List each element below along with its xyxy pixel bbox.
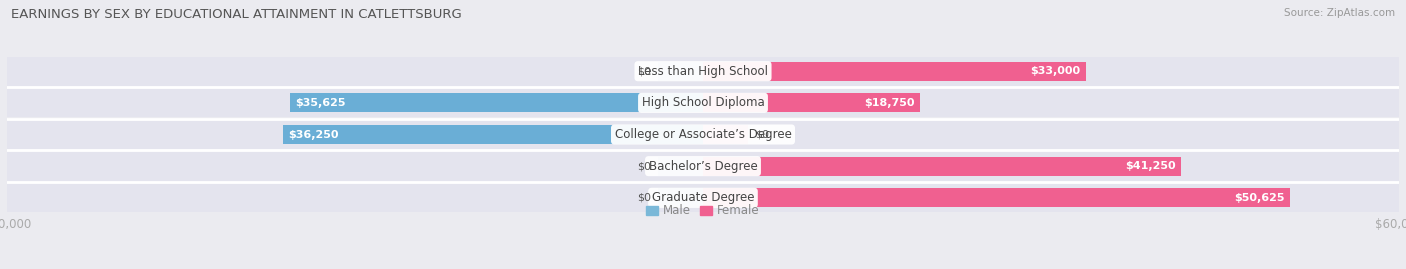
- Bar: [703, 93, 921, 112]
- Bar: [7, 120, 703, 149]
- Bar: [7, 152, 703, 181]
- Text: $0: $0: [755, 129, 769, 140]
- Bar: [7, 183, 703, 212]
- Text: Bachelor’s Degree: Bachelor’s Degree: [648, 160, 758, 173]
- Legend: Male, Female: Male, Female: [647, 204, 759, 217]
- Bar: [703, 120, 1399, 149]
- Bar: [703, 125, 748, 144]
- Text: EARNINGS BY SEX BY EDUCATIONAL ATTAINMENT IN CATLETTSBURG: EARNINGS BY SEX BY EDUCATIONAL ATTAINMEN…: [11, 8, 463, 21]
- Bar: [703, 188, 1291, 207]
- Bar: [290, 93, 703, 112]
- Bar: [283, 125, 703, 144]
- Text: Graduate Degree: Graduate Degree: [652, 191, 754, 204]
- Text: High School Diploma: High School Diploma: [641, 96, 765, 109]
- Text: $0: $0: [637, 66, 651, 76]
- Bar: [703, 157, 1181, 176]
- Bar: [7, 88, 703, 117]
- Text: $18,750: $18,750: [865, 98, 915, 108]
- Bar: [658, 157, 703, 176]
- Bar: [7, 57, 703, 86]
- Bar: [703, 62, 1085, 81]
- Bar: [703, 57, 1399, 86]
- Text: $0: $0: [637, 193, 651, 203]
- Text: $41,250: $41,250: [1125, 161, 1175, 171]
- Text: College or Associate’s Degree: College or Associate’s Degree: [614, 128, 792, 141]
- Bar: [703, 152, 1399, 181]
- Text: Less than High School: Less than High School: [638, 65, 768, 78]
- Bar: [703, 183, 1399, 212]
- Text: $50,625: $50,625: [1234, 193, 1285, 203]
- Text: $0: $0: [637, 161, 651, 171]
- Bar: [658, 188, 703, 207]
- Text: $35,625: $35,625: [295, 98, 346, 108]
- Text: Source: ZipAtlas.com: Source: ZipAtlas.com: [1284, 8, 1395, 18]
- Bar: [703, 88, 1399, 117]
- Text: $36,250: $36,250: [288, 129, 339, 140]
- Text: $33,000: $33,000: [1031, 66, 1080, 76]
- Bar: [658, 62, 703, 81]
